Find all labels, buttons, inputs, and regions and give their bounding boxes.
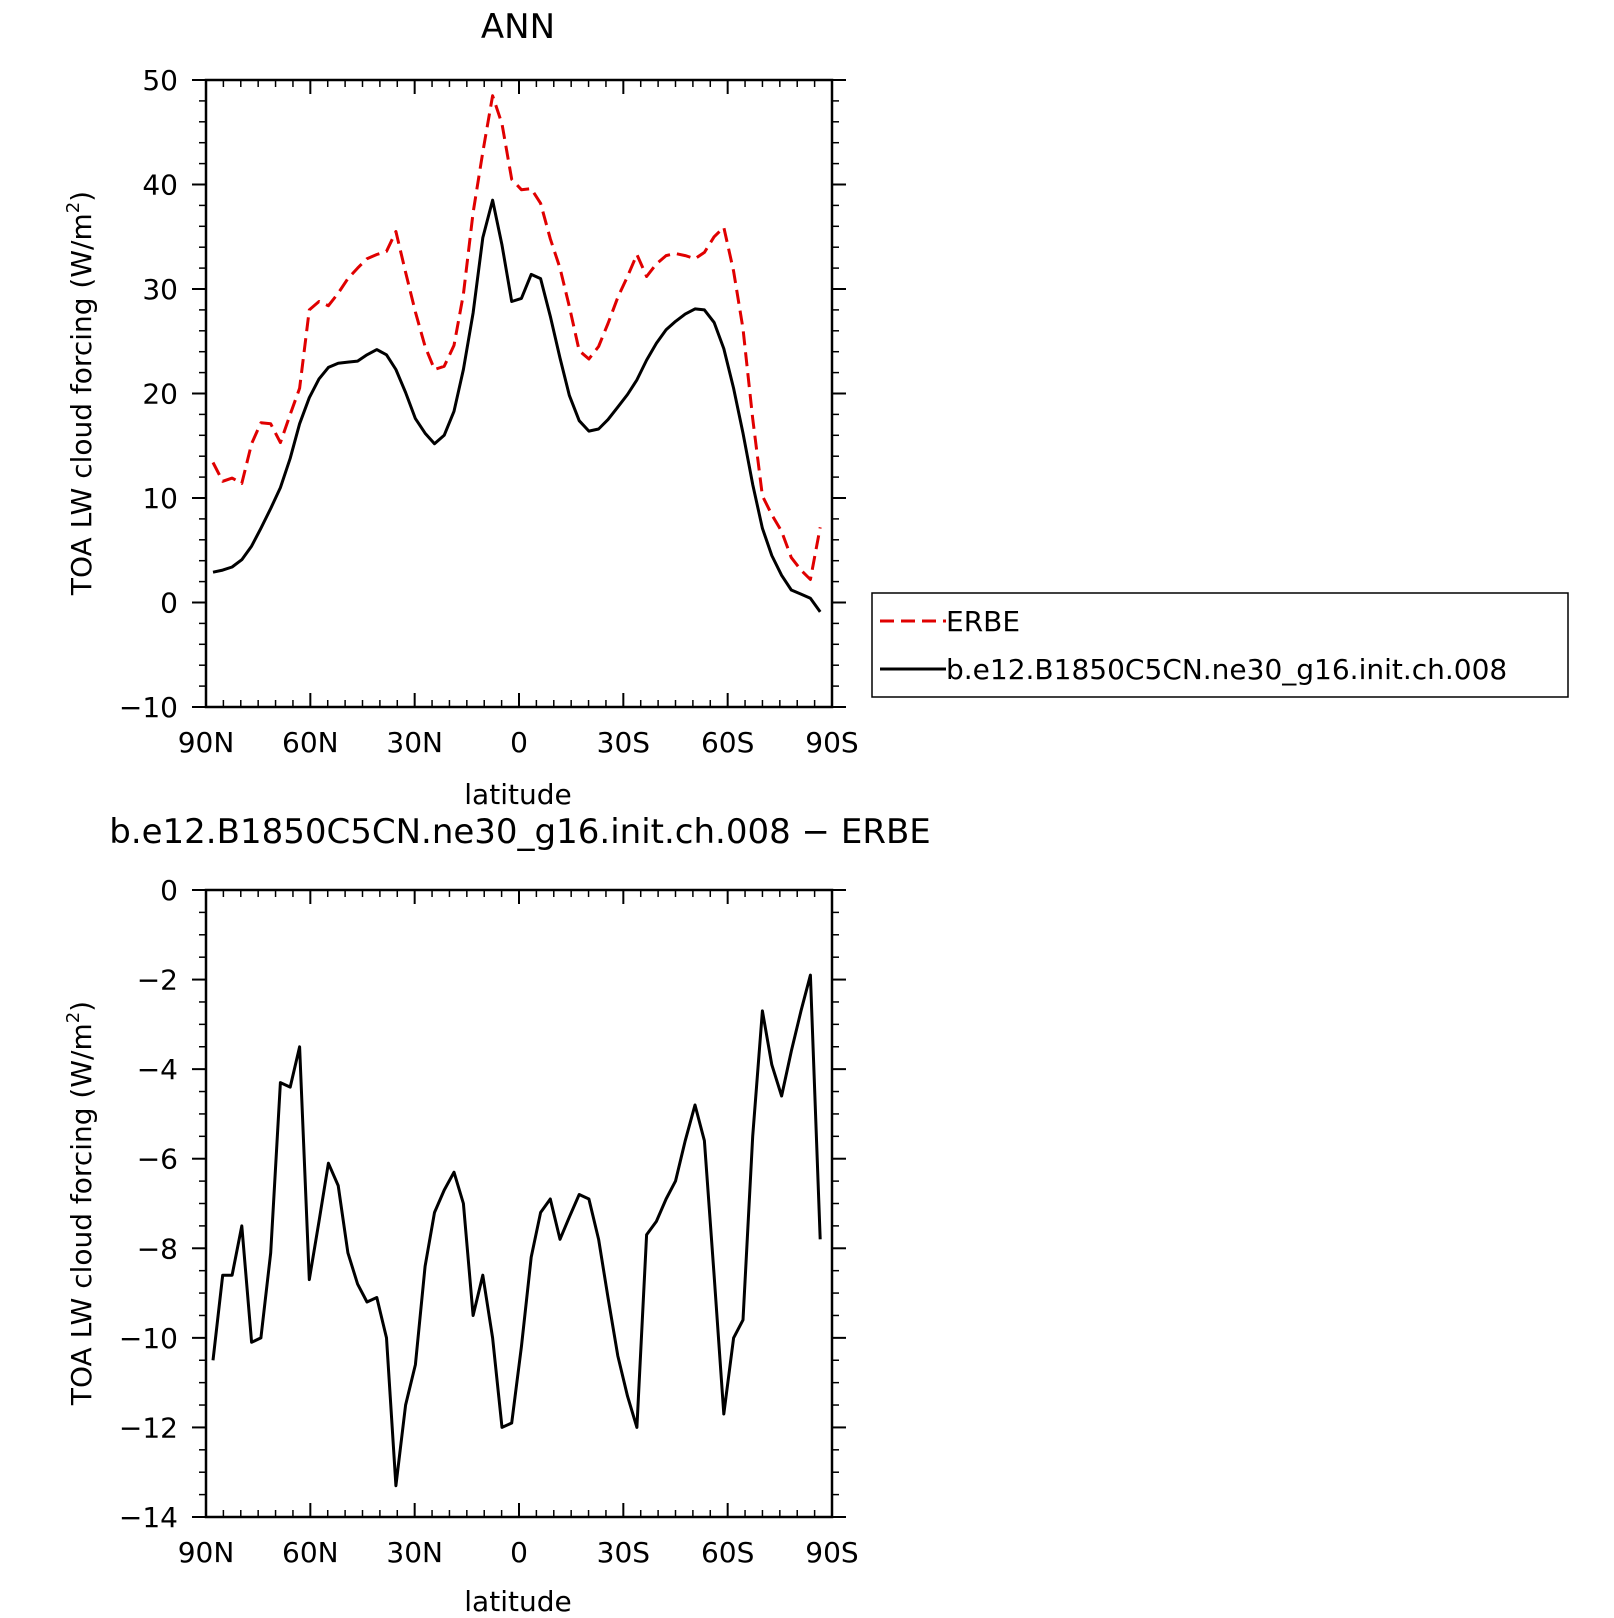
x-tick-label: 30S bbox=[597, 1536, 650, 1569]
series-line-0 bbox=[211, 94, 822, 581]
y-tick-label: −12 bbox=[119, 1411, 178, 1444]
y-tick-label: −4 bbox=[137, 1053, 178, 1086]
y-tick-label: 50 bbox=[142, 64, 178, 97]
y-tick-label: 0 bbox=[160, 587, 178, 620]
legend-box bbox=[871, 592, 1569, 698]
x-tick-label: 0 bbox=[510, 726, 528, 759]
x-tick-label: 90S bbox=[805, 1536, 858, 1569]
top-panel: ANN 90N 60N 30N 0 30S 60S 90S 50 40 30 20 10 0 −10 la… bbox=[63, 7, 1569, 811]
top-y-axis-label-end: ) bbox=[65, 191, 98, 202]
series-line-0 bbox=[211, 973, 822, 1488]
top-plot-frame bbox=[204, 78, 834, 709]
legend-label-model: b.e12.B1850C5CN.ne30_g16.init.ch.008 bbox=[946, 653, 1507, 686]
y-tick-label: −10 bbox=[119, 1322, 178, 1355]
top-x-axis-label: latitude bbox=[464, 778, 571, 811]
x-tick-label: 30S bbox=[597, 726, 650, 759]
x-tick-label: 60S bbox=[701, 726, 754, 759]
top-series-lines bbox=[211, 94, 822, 613]
y-tick-label: 40 bbox=[142, 169, 178, 202]
bottom-plot-frame bbox=[204, 888, 834, 1519]
x-tick-label: 60S bbox=[701, 1536, 754, 1569]
bottom-y-axis-label: TOA LW cloud forcing (W/m2) bbox=[63, 1001, 98, 1406]
bottom-y-axis-label-end: ) bbox=[65, 1001, 98, 1012]
y-tick-label: −6 bbox=[137, 1143, 178, 1176]
y-tick-label: −14 bbox=[119, 1501, 178, 1534]
y-tick-label: −2 bbox=[137, 964, 178, 997]
top-y-axis-label: TOA LW cloud forcing (W/m2) bbox=[63, 191, 98, 596]
y-tick-label: 20 bbox=[142, 378, 178, 411]
bottom-title: b.e12.B1850C5CN.ne30_g16.init.ch.008 − E… bbox=[109, 812, 931, 852]
y-tick-label: −8 bbox=[137, 1232, 178, 1265]
top-y-axis-label-sup: 2 bbox=[63, 202, 84, 213]
bottom-y-axis-label-sup: 2 bbox=[63, 1012, 84, 1023]
bottom-series-lines bbox=[211, 973, 822, 1488]
x-tick-label: 60N bbox=[282, 726, 339, 759]
x-tick-label: 90N bbox=[178, 726, 235, 759]
bottom-ticks: 90N 60N 30N 0 30S 60S 90S 0 −2 −4 −6 −8 −10 −12 −14 bbox=[119, 874, 859, 1569]
top-title: ANN bbox=[481, 7, 555, 47]
x-tick-label: 30N bbox=[386, 726, 443, 759]
legend-label-erbe: ERBE bbox=[946, 605, 1020, 638]
x-tick-label: 90N bbox=[178, 1536, 235, 1569]
top-ticks: 90N 60N 30N 0 30S 60S 90S 50 40 30 20 10 0 −10 bbox=[119, 64, 859, 759]
bottom-panel: b.e12.B1850C5CN.ne30_g16.init.ch.008 − E… bbox=[63, 812, 931, 1618]
x-tick-label: 0 bbox=[510, 1536, 528, 1569]
bottom-y-axis-label-main: TOA LW cloud forcing (W/m bbox=[65, 1023, 98, 1406]
y-tick-label: −10 bbox=[119, 691, 178, 724]
x-tick-label: 90S bbox=[805, 726, 858, 759]
y-tick-label: 10 bbox=[142, 482, 178, 515]
series-line-1 bbox=[212, 198, 822, 613]
top-y-axis-label-main: TOA LW cloud forcing (W/m bbox=[65, 213, 98, 596]
legend: ERBE b.e12.B1850C5CN.ne30_g16.init.ch.00… bbox=[871, 592, 1569, 698]
x-tick-label: 30N bbox=[386, 1536, 443, 1569]
y-tick-label: 0 bbox=[160, 874, 178, 907]
x-tick-label: 60N bbox=[282, 1536, 339, 1569]
y-tick-label: 30 bbox=[142, 273, 178, 306]
bottom-x-axis-label: latitude bbox=[464, 1585, 571, 1613]
